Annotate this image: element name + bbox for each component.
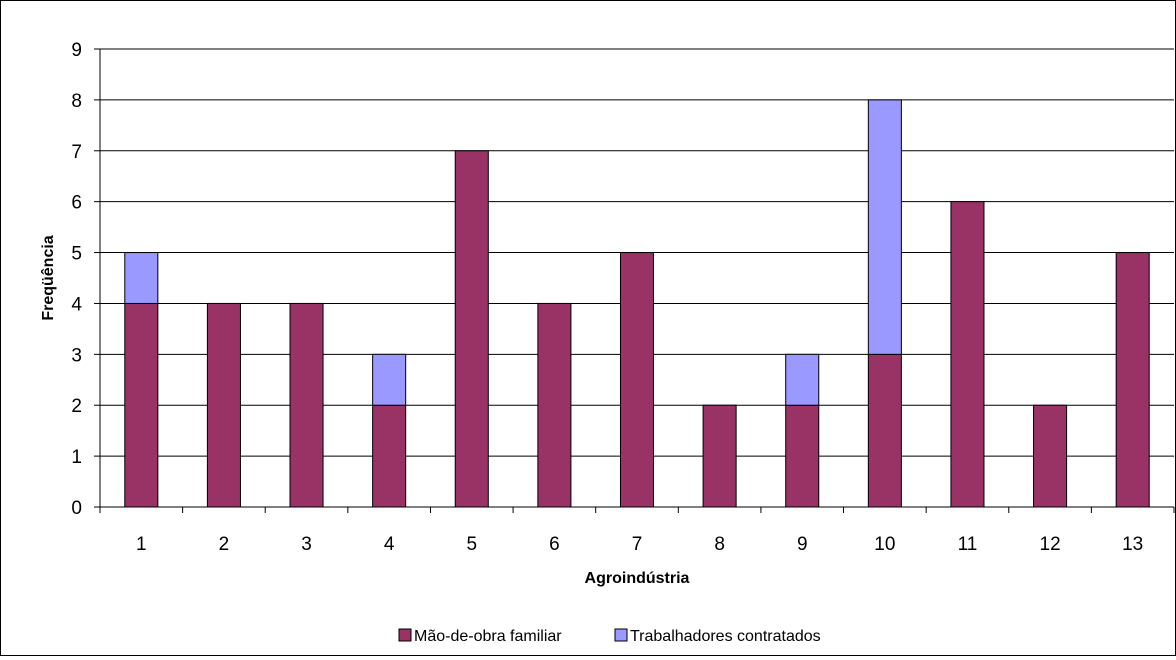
bar-segment-series-1: [454, 150, 489, 508]
x-tick-labels: 1 2 3 4 5 6 7 8 9 10 11 12 13: [136, 534, 1143, 555]
x-tick-label: 8: [714, 534, 725, 555]
legend-label-series-1: Mão-de-obra familiar: [414, 628, 562, 645]
y-tick-label: 4: [71, 294, 82, 315]
x-tick-label: 11: [958, 534, 978, 555]
y-tick-label: 2: [71, 396, 82, 417]
y-tick-label: 6: [71, 193, 82, 214]
bar-segment-series-1: [619, 252, 655, 508]
y-tick-labels: 0 1 2 3 4 5 6 7 8 9: [71, 40, 82, 519]
bar-segment-series-1: [372, 404, 407, 508]
bar-segment-series-1: [1033, 404, 1068, 508]
legend: Mão-de-obra familiar Trabalhadores contr…: [398, 628, 821, 645]
x-tick-label: 6: [549, 534, 560, 555]
bar-segment-series-1: [289, 302, 324, 508]
x-tick-label: 9: [797, 534, 808, 555]
x-tick-label: 7: [632, 534, 643, 555]
bar-segment-series-2: [124, 252, 159, 304]
y-tick-label: 0: [71, 498, 82, 519]
x-tick-label: 3: [301, 534, 312, 555]
legend-swatch-series-1: [398, 628, 412, 642]
bar-segment-series-1: [867, 353, 902, 508]
bar-segment-series-2: [785, 353, 820, 406]
x-tick-label: 2: [219, 534, 230, 555]
bar-segment-series-1: [124, 302, 159, 508]
bar-segment-series-1: [206, 302, 241, 508]
x-tick-label: 4: [384, 534, 395, 555]
y-tick-label: 5: [71, 244, 82, 265]
bar-segment-series-1: [702, 404, 737, 508]
x-tick-label: 10: [874, 534, 895, 555]
bar-segment-series-1: [537, 302, 572, 508]
bar-segment-series-1: [1115, 252, 1150, 508]
bar-segment-series-2: [372, 353, 407, 406]
y-tick-label: 3: [71, 345, 82, 366]
x-tick-label: 12: [1040, 534, 1061, 555]
legend-label-series-2: Trabalhadores contratados: [630, 628, 821, 645]
x-tick-label: 5: [466, 534, 477, 555]
axes: [94, 48, 1175, 513]
bar-segment-series-2: [867, 99, 902, 355]
y-tick-label: 7: [71, 142, 82, 163]
y-axis-title: Freqüência: [40, 235, 57, 320]
y-tick-label: 9: [71, 40, 82, 61]
x-tick-label: 13: [1122, 534, 1143, 555]
x-axis-title: Agroindústria: [585, 570, 690, 587]
y-tick-label: 8: [71, 91, 82, 112]
legend-swatch-series-2: [614, 628, 628, 642]
bar-segment-series-1: [950, 201, 985, 508]
y-tick-label: 1: [71, 447, 82, 468]
bar-segment-series-1: [785, 404, 820, 508]
x-tick-label: 1: [136, 534, 147, 555]
bars: [124, 99, 1150, 508]
